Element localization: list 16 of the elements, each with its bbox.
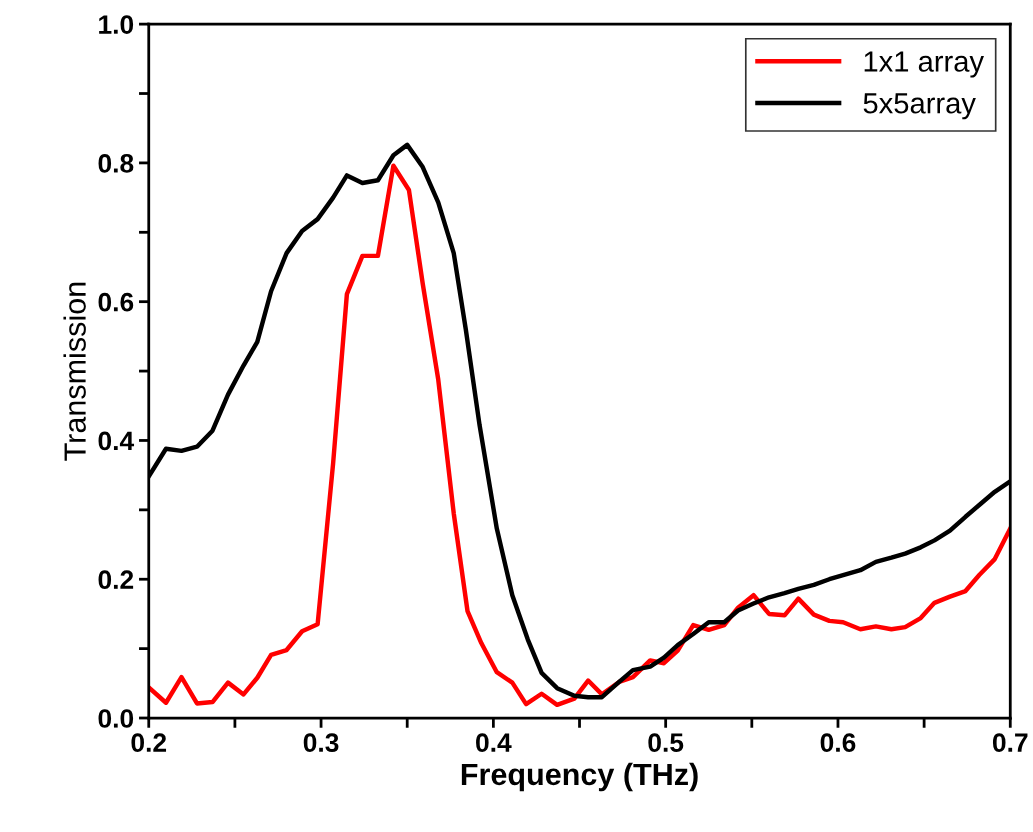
y-tick-label: 0.6 [98,292,134,312]
y-tick-label: 0.2 [98,570,134,590]
y-tick-label: 1.0 [99,15,134,34]
x-tick-label: 0.3 [303,733,339,753]
y-tick-label: 0.8 [98,154,134,173]
legend-label: 1x1 array [864,51,984,78]
x-tick-label: 0.5 [648,733,684,752]
x-tick-label: 0.6 [820,733,856,752]
y-axis-title: Transmission [63,282,86,461]
x-tick-label: 0.2 [131,733,167,752]
y-tick-label: 0.0 [98,709,134,728]
x-tick-label: 0.7 [992,733,1028,752]
legend-label: 5x5array [863,93,976,120]
x-tick-label: 0.4 [476,733,512,752]
y-tick-label: 0.4 [98,431,135,451]
x-axis-title: Frequency (THz) [461,762,698,792]
